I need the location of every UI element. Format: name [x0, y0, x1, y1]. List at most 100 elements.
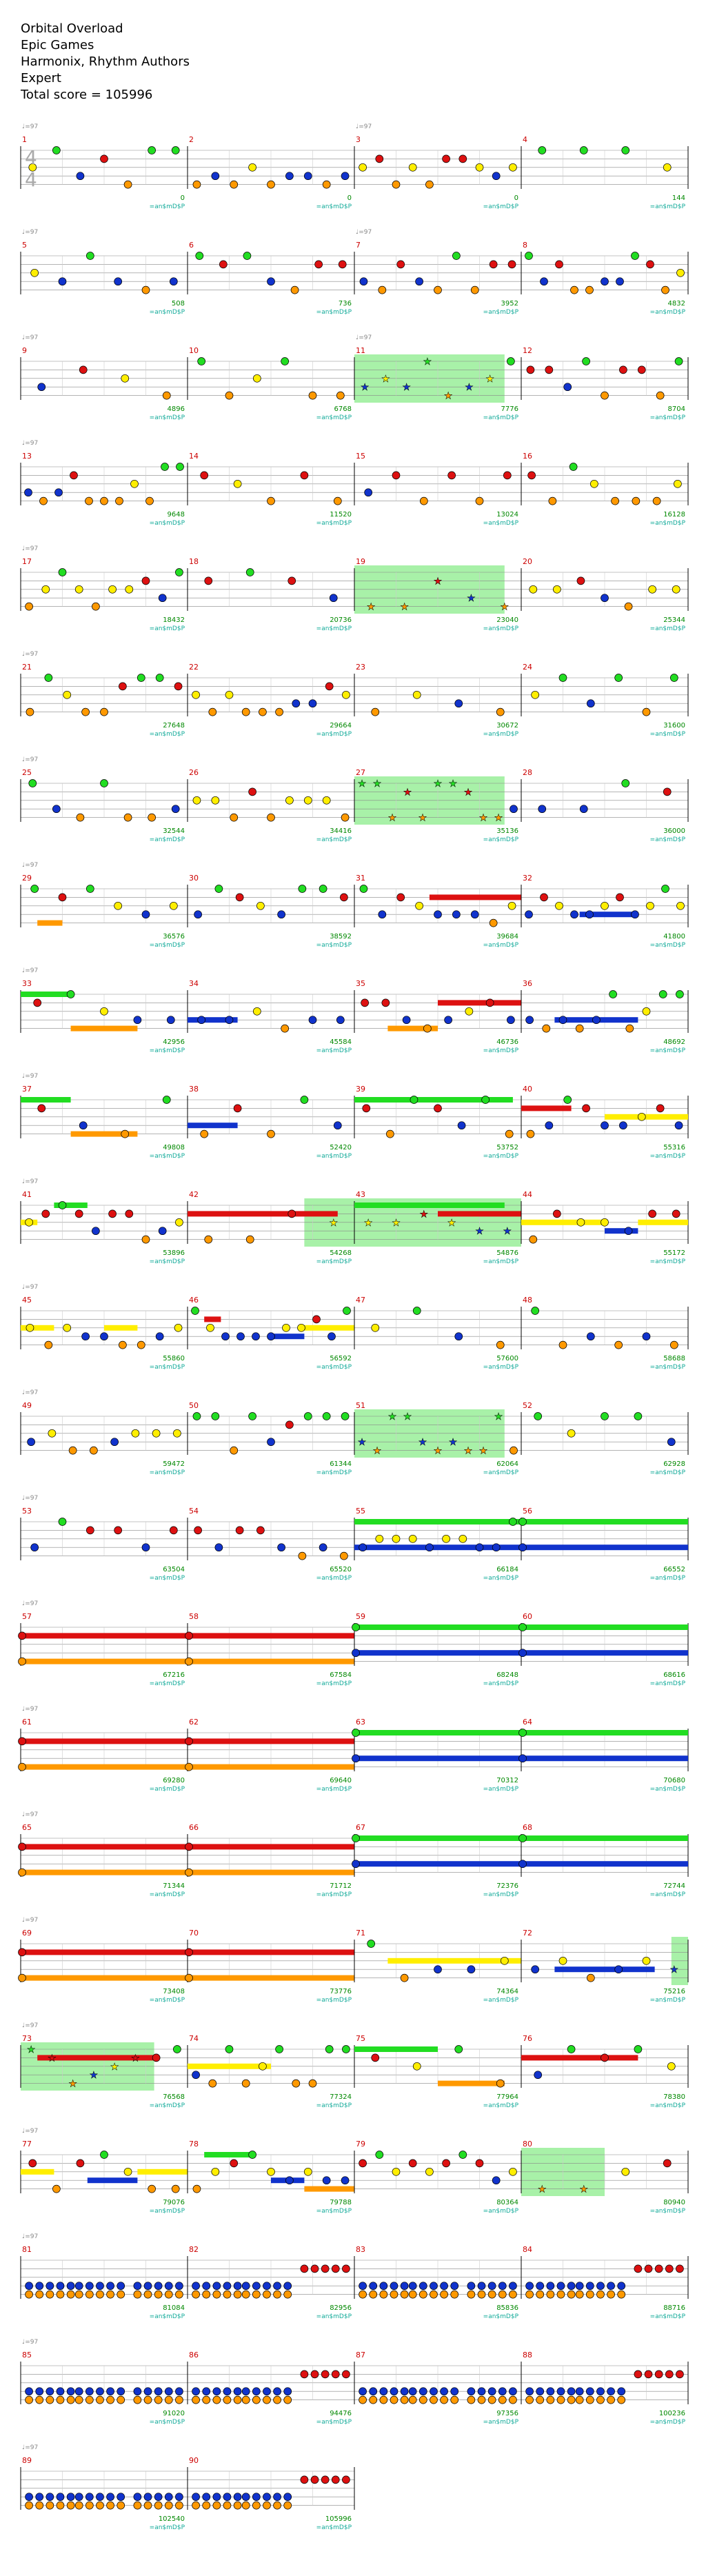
measure-number: 77 — [22, 2140, 32, 2149]
sustain-bar — [354, 1097, 513, 1103]
measure-number: 12 — [523, 346, 532, 355]
note-gem — [169, 1526, 178, 1535]
measure-number: 34 — [189, 979, 199, 988]
note-gem — [133, 2501, 142, 2510]
note-gem — [298, 1551, 307, 1560]
note-gem — [359, 163, 367, 172]
measure-score: 72376 — [496, 1882, 518, 1890]
sustain-bar — [188, 1658, 354, 1664]
note-gem — [617, 2387, 626, 2396]
note-gem — [379, 2395, 388, 2404]
measure-tag: =an$mD$P — [483, 520, 519, 527]
note-gem — [292, 699, 301, 708]
measure-score: 42956 — [163, 1038, 185, 1046]
measure-tag: =an$mD$P — [316, 414, 352, 421]
note-gem — [283, 2282, 292, 2291]
note-gem — [197, 357, 206, 365]
note-gem — [408, 1534, 417, 1543]
sustain-bar — [354, 1835, 521, 1841]
note-gem — [308, 391, 317, 400]
note-gem — [415, 901, 423, 910]
note-gem — [66, 2387, 75, 2396]
note-gem — [35, 2387, 44, 2396]
note-gem — [567, 2045, 576, 2053]
measure-score: 34416 — [330, 827, 352, 835]
note-gem — [503, 471, 512, 480]
measure-tag: =an$mD$P — [316, 1680, 352, 1687]
sustain-bar — [21, 1949, 188, 1955]
measure-number: 14 — [189, 452, 199, 461]
note-gem — [230, 180, 239, 189]
note-gem — [327, 1332, 336, 1341]
note-gem — [342, 2370, 350, 2379]
note-gem — [518, 1543, 527, 1552]
note-gem — [245, 1235, 254, 1244]
note-gem — [362, 1104, 371, 1113]
sustain-bar — [21, 1844, 188, 1850]
note-gem — [164, 2395, 173, 2404]
note-gem — [96, 2282, 104, 2291]
note-gem — [185, 1868, 193, 1877]
note-gem — [110, 1438, 119, 1447]
note-gem — [536, 2282, 545, 2291]
measure-tag: =an$mD$P — [150, 1364, 185, 1371]
note-gem — [498, 2282, 507, 2291]
note-gem — [24, 488, 32, 497]
measure-score: 0 — [514, 194, 518, 202]
sustain-bar — [37, 920, 63, 926]
star-note: ★ — [420, 1209, 429, 1220]
measure-tag: =an$mD$P — [650, 414, 686, 421]
measure-tag: =an$mD$P — [483, 309, 519, 316]
note-gem — [546, 2290, 555, 2299]
measure-number: 68 — [523, 1823, 532, 1832]
song-artist: Epic Games — [21, 38, 94, 52]
note-gem — [674, 357, 683, 365]
note-gem — [282, 1323, 290, 1332]
note-gem — [555, 901, 563, 910]
note-gem — [617, 2290, 626, 2299]
star-note: ★ — [48, 2053, 57, 2064]
star-note: ★ — [373, 1446, 382, 1457]
note-gem — [212, 2387, 221, 2396]
note-gem — [425, 2167, 434, 2176]
measure-number: 72 — [523, 1929, 532, 1938]
note-gem — [585, 2290, 594, 2299]
measure-score: 72744 — [663, 1882, 685, 1890]
measure-number: 43 — [356, 1190, 365, 1199]
measure-score: 9648 — [168, 511, 185, 519]
note-gem — [25, 602, 33, 611]
measure-number: 28 — [523, 768, 532, 777]
measure-number: 10 — [189, 346, 199, 355]
note-gem — [661, 285, 669, 294]
measure-score: 45584 — [330, 1038, 352, 1046]
note-gem — [275, 2045, 283, 2053]
note-gem — [243, 252, 252, 260]
note-gem — [241, 2493, 250, 2502]
note-gem — [303, 172, 312, 181]
note-gem — [204, 1235, 213, 1244]
note-gem — [465, 1007, 474, 1016]
star-note: ★ — [449, 778, 458, 789]
note-gem — [200, 471, 209, 480]
star-note: ★ — [403, 787, 412, 798]
measure-number: 53 — [22, 1507, 32, 1516]
note-gem — [634, 2045, 643, 2053]
note-gem — [300, 2264, 309, 2273]
note-gem — [371, 707, 380, 716]
measure-score: 69280 — [163, 1777, 185, 1784]
note-gem — [211, 2167, 220, 2176]
star-note: ★ — [670, 1964, 679, 1975]
note-gem — [235, 1526, 244, 1535]
note-gem — [617, 2395, 626, 2404]
note-gem — [106, 2395, 114, 2404]
measure-tag: =an$mD$P — [316, 203, 352, 210]
note-gem — [529, 1235, 538, 1244]
note-gem — [400, 2290, 409, 2299]
note-gem — [570, 910, 578, 919]
note-gem — [475, 496, 484, 505]
note-gem — [79, 1121, 88, 1130]
measure-score: 53752 — [496, 1144, 518, 1151]
note-gem — [273, 2387, 281, 2396]
note-gem — [390, 2290, 399, 2299]
measure-tag: =an$mD$P — [483, 1364, 519, 1371]
